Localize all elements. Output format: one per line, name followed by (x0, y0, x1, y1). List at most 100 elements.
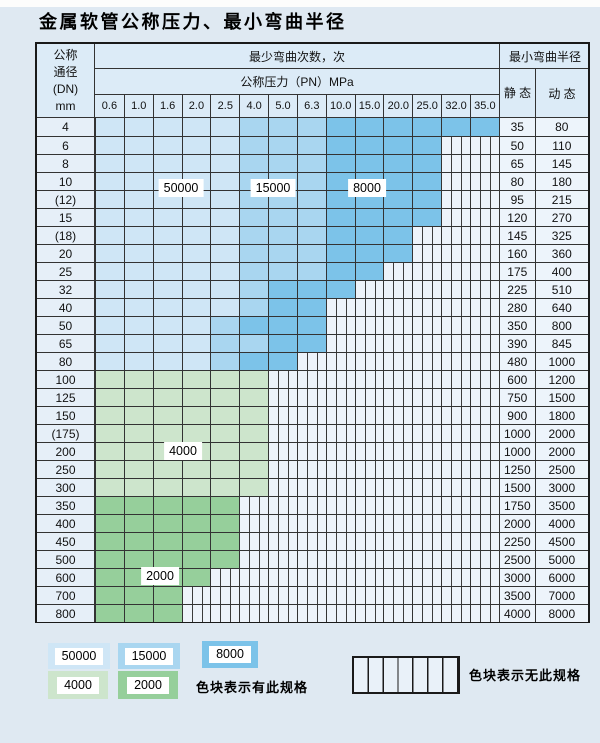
legend-swatch-label: 50000 (54, 647, 104, 665)
spec-cell (95, 461, 124, 478)
no-spec-cell (441, 569, 470, 586)
no-spec-cell (210, 587, 240, 604)
no-spec-cell (469, 263, 499, 280)
no-spec-cell (412, 371, 442, 388)
header-dn-line: (DN) (52, 81, 79, 96)
no-spec-cell (268, 551, 297, 568)
spec-cell (383, 209, 413, 226)
no-spec-cell (268, 461, 297, 478)
no-spec-cell (383, 425, 413, 442)
legend-swatch-label: 2000 (127, 676, 169, 694)
spec-cell (325, 118, 355, 136)
table-body: 4 35 80 6 50 110 8 65 145 10 80 180 (12) 95 215 15 120 27… (37, 118, 588, 622)
spec-cell (210, 173, 240, 190)
spec-cell (123, 335, 153, 352)
spec-cell (296, 191, 326, 208)
no-spec-cell (354, 497, 384, 514)
static-radius-value: 3000 (498, 569, 535, 586)
no-spec-cell (325, 335, 355, 352)
legend-swatch-2000: 2000 (118, 671, 178, 699)
dn-label: 8 (37, 155, 95, 172)
spec-cell (181, 533, 211, 550)
no-spec-cell (469, 587, 499, 604)
no-spec-cell (383, 551, 413, 568)
no-spec-cell (441, 443, 470, 460)
no-spec-cell (268, 371, 297, 388)
dynamic-radius-value: 80 (534, 118, 588, 136)
no-spec-cell (469, 569, 499, 586)
spec-cell (210, 389, 240, 406)
static-radius-value: 1250 (498, 461, 535, 478)
spec-cell (181, 353, 211, 370)
spec-cell (123, 551, 153, 568)
spec-cell (181, 425, 211, 442)
no-spec-cell (441, 155, 470, 172)
no-spec-cell (268, 569, 297, 586)
spec-cell (210, 461, 240, 478)
spec-cell (123, 118, 153, 136)
dn-label: 125 (37, 389, 95, 406)
no-spec-cell (268, 425, 297, 442)
dn-label: 100 (37, 371, 95, 388)
no-spec-cell (469, 425, 499, 442)
static-radius-value: 80 (498, 173, 535, 190)
no-spec-cell (412, 605, 442, 622)
spec-cell (210, 407, 240, 424)
no-spec-cell (239, 569, 269, 586)
no-spec-cell (469, 371, 499, 388)
spec-cell (325, 137, 355, 154)
no-spec-cell (412, 551, 442, 568)
no-spec-cell (441, 353, 470, 370)
no-spec-cell (268, 407, 297, 424)
no-spec-cell (296, 605, 326, 622)
no-spec-cell (441, 425, 470, 442)
static-radius-value: 2250 (498, 533, 535, 550)
no-spec-cell (325, 443, 355, 460)
spec-cell (123, 605, 153, 622)
legend-swatch-label: 15000 (124, 647, 174, 665)
no-spec-cell (296, 551, 326, 568)
spec-cell (210, 191, 240, 208)
spec-cell (95, 191, 124, 208)
no-spec-cell (354, 479, 384, 496)
spec-cell (152, 425, 182, 442)
spec-cell (152, 497, 182, 514)
spec-cell (123, 515, 153, 532)
dynamic-radius-value: 180 (534, 173, 588, 190)
no-spec-cell (354, 605, 384, 622)
no-spec-cell (412, 317, 442, 334)
no-spec-cell (469, 353, 499, 370)
header-bend-cycles: 最少弯曲次数，次 (248, 49, 345, 64)
static-radius-value: 2500 (498, 551, 535, 568)
spec-cell (95, 317, 124, 334)
no-spec-cell (441, 281, 470, 298)
static-radius-value: 175 (498, 263, 535, 280)
spec-cell (239, 227, 269, 244)
dynamic-radius-value: 1500 (534, 389, 588, 406)
spec-cell (181, 497, 211, 514)
spec-cell (296, 245, 326, 262)
spec-cell (181, 155, 211, 172)
no-spec-cell (383, 335, 413, 352)
spec-cell (383, 118, 413, 136)
no-spec-cell (441, 479, 470, 496)
static-radius-value: 1000 (498, 425, 535, 442)
no-spec-cell (441, 407, 470, 424)
dynamic-radius-value: 145 (534, 155, 588, 172)
spec-cell (181, 407, 211, 424)
dn-label: 700 (37, 587, 95, 604)
spec-cell (239, 118, 269, 136)
spec-cell (123, 479, 153, 496)
spec-cell (325, 173, 355, 190)
no-spec-cell (383, 533, 413, 550)
spec-cell (239, 245, 269, 262)
static-radius-value: 4000 (498, 605, 535, 622)
no-spec-cell (325, 461, 355, 478)
table-row-dn-700: 700 3500 7000 (37, 586, 588, 604)
no-spec-cell (354, 353, 384, 370)
no-spec-cell (325, 569, 355, 586)
dynamic-radius-value: 2000 (534, 443, 588, 460)
spec-cell (268, 155, 297, 172)
dn-label: 50 (37, 317, 95, 334)
spec-cell (95, 587, 124, 604)
